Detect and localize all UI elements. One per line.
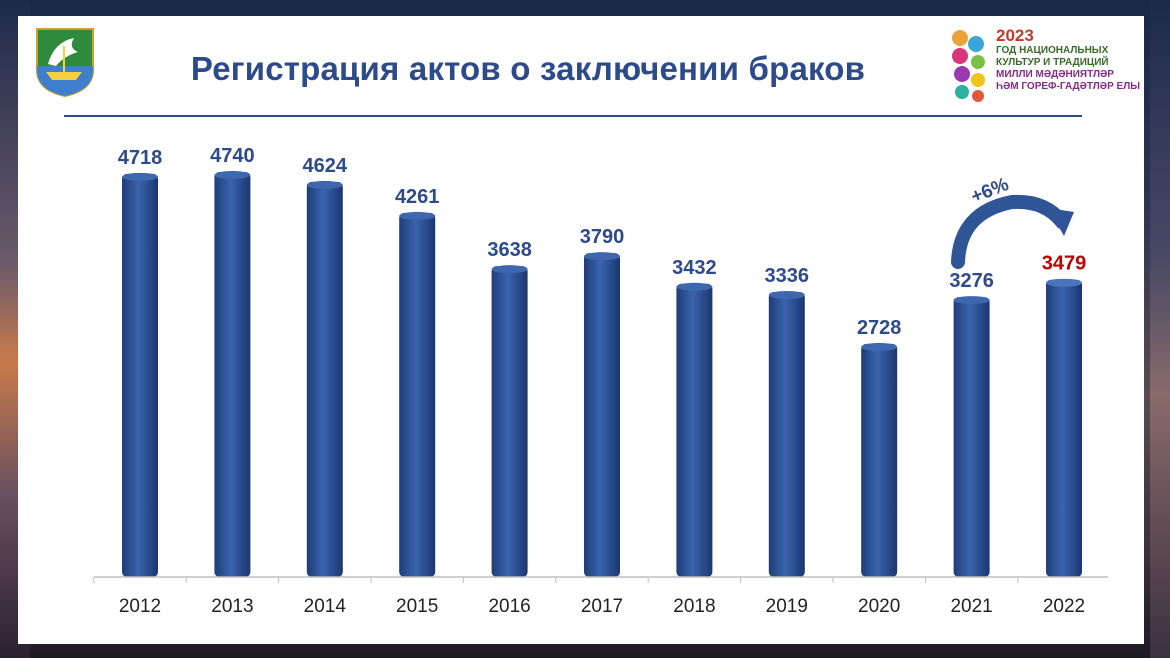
bar-2020 (861, 343, 898, 577)
x-tick-label-2012: 2012 (119, 596, 161, 617)
growth-arrow-icon (951, 194, 1069, 269)
bar-2019 (768, 291, 805, 577)
bar-2022 (1046, 279, 1082, 577)
data-label-2016: 3638 (487, 239, 532, 261)
data-label-2020: 2728 (857, 317, 902, 339)
bar-2014 (306, 181, 343, 578)
background-right (1150, 0, 1170, 658)
x-tick-label-2018: 2018 (673, 596, 715, 617)
bar-cap-2021 (953, 296, 990, 305)
data-label-2018: 3432 (672, 257, 717, 279)
bar-cap-2013 (214, 171, 251, 179)
year-logo-line-4: ҺӘМ ГОРЕФ-ГАДӘТЛӘР ЕЛЫ (996, 81, 1140, 92)
bar-2015 (399, 212, 436, 577)
x-tick-label-2019: 2019 (766, 596, 808, 617)
bar-cap-2018 (676, 282, 713, 291)
bar-cap-2022 (1046, 278, 1082, 287)
bar-2016 (491, 266, 528, 577)
city-emblem-icon (36, 28, 94, 98)
x-tick-label-2016: 2016 (488, 596, 530, 617)
page-title: Регистрация актов о заключении браков (190, 50, 866, 87)
data-label-2015: 4261 (395, 186, 440, 208)
growth-arrow-head-icon (1048, 208, 1074, 236)
x-tick-label-2021: 2021 (950, 596, 992, 617)
x-tick-label-2022: 2022 (1043, 596, 1085, 617)
bar-2018 (676, 283, 713, 577)
year-logo-line-2: КУЛЬТУР И ТРАДИЦИЙ (996, 57, 1109, 68)
bar-cap-2012 (122, 172, 158, 181)
year-logo-line-1: ГОД НАЦИОНАЛЬНЫХ (996, 45, 1109, 56)
data-label-2013: 4740 (210, 145, 255, 167)
year-logo-year: 2023 (996, 26, 1034, 45)
ornament-icon (952, 30, 985, 102)
title-divider (64, 115, 1082, 117)
bar-cap-2017 (584, 252, 620, 261)
data-label-2022: 3479 (1042, 253, 1087, 275)
x-tick-label-2017: 2017 (581, 596, 623, 617)
data-label-2017: 3790 (580, 226, 625, 248)
bar-2021 (953, 297, 990, 577)
x-tick-label-2013: 2013 (211, 596, 253, 617)
bar-cap-2016 (491, 265, 528, 274)
data-label-2014: 4624 (303, 155, 348, 177)
bar-cap-2014 (306, 180, 343, 189)
bar-cap-2019 (768, 290, 805, 299)
year-of-culture-logo: 2023 ГОД НАЦИОНАЛЬНЫХ КУЛЬТУР И ТРАДИЦИЙ… (948, 26, 1140, 106)
data-label-2012: 4718 (118, 147, 163, 169)
x-tick-label-2014: 2014 (304, 596, 347, 617)
bar-2013 (214, 172, 251, 577)
bar-cap-2020 (861, 342, 898, 351)
bar-cap-2015 (399, 211, 436, 220)
year-logo-line-3: МИЛЛИ МӘДӘНИЯТЛӘР (996, 69, 1114, 80)
year-logo-text: 2023 ГОД НАЦИОНАЛЬНЫХ КУЛЬТУР И ТРАДИЦИЙ… (996, 26, 1141, 93)
bar-2017 (584, 253, 620, 577)
x-tick-label-2020: 2020 (858, 596, 900, 617)
data-label-2019: 3336 (765, 265, 810, 287)
data-label-2021: 3276 (949, 270, 994, 292)
x-tick-label-2015: 2015 (396, 596, 438, 617)
growth-annotation: +6% (951, 174, 1074, 269)
bar-2012 (122, 173, 158, 577)
